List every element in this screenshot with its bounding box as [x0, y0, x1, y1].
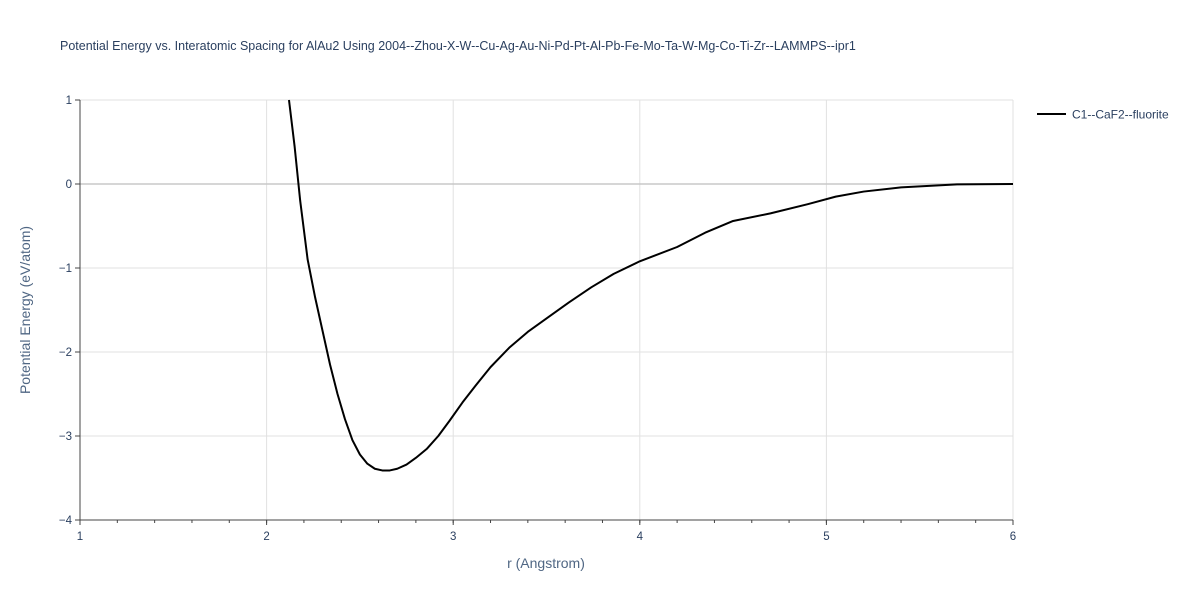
y-tick-label: −2 — [59, 347, 72, 359]
x-tick-label: 1 — [77, 531, 83, 543]
y-tick-label: −4 — [59, 515, 73, 527]
x-axis-ticks: 1 2 3 4 5 6 — [77, 531, 1016, 543]
gridlines — [80, 99, 1014, 520]
y-tick-label: −3 — [59, 431, 72, 443]
y-axis-ticks: 1 0 −1 −2 −3 −4 — [59, 95, 73, 527]
series-layer — [287, 99, 1014, 472]
x-tick-label: 3 — [450, 531, 456, 543]
chart-title: Potential Energy vs. Interatomic Spacing… — [60, 39, 856, 53]
legend[interactable]: C1--CaF2--fluorite — [1037, 108, 1169, 122]
y-tick-label: 1 — [66, 95, 72, 107]
y-axis-title: Potential Energy (eV/atom) — [17, 226, 33, 394]
x-tick-label: 5 — [823, 531, 829, 543]
series-line — [287, 99, 1014, 472]
axes — [75, 99, 1014, 525]
legend-label: C1--CaF2--fluorite — [1072, 108, 1169, 122]
y-tick-label: −1 — [59, 263, 72, 275]
y-tick-label: 0 — [66, 179, 72, 191]
x-tick-label: 4 — [637, 531, 644, 543]
x-tick-label: 2 — [263, 531, 269, 543]
x-axis-title: r (Angstrom) — [507, 555, 585, 571]
x-tick-label: 6 — [1010, 531, 1016, 543]
